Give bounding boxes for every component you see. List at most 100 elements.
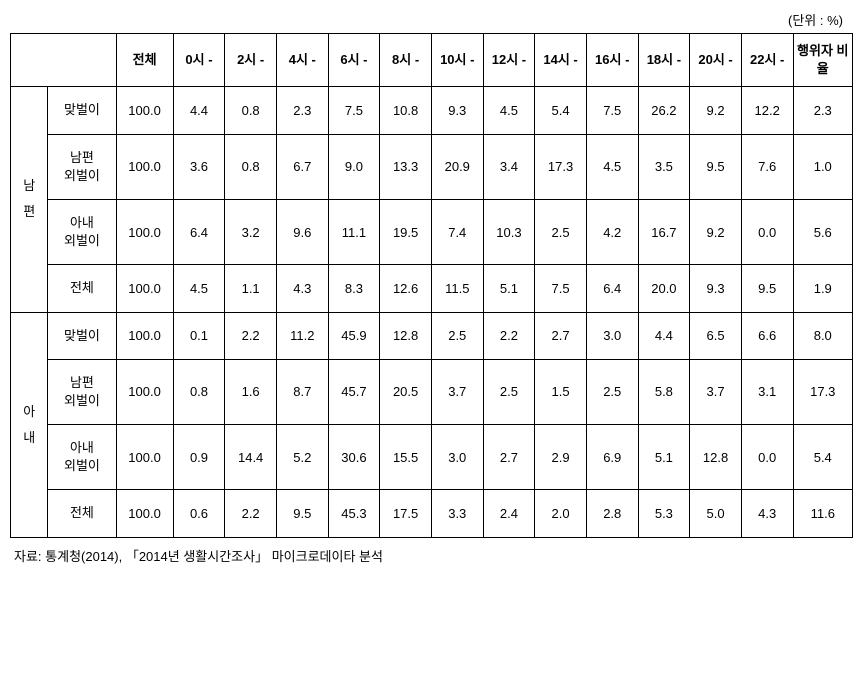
data-cell: 0.6 (173, 490, 225, 537)
data-table: 전체 0시 - 2시 - 4시 - 6시 - 8시 - 10시 - 12시 - … (10, 33, 853, 538)
data-cell: 100.0 (116, 199, 173, 264)
header-total: 전체 (116, 34, 173, 87)
data-cell: 5.1 (483, 265, 535, 312)
subcategory-label: 전체 (48, 490, 116, 537)
data-cell: 4.2 (586, 199, 638, 264)
data-cell: 7.6 (741, 134, 793, 199)
data-cell: 2.7 (535, 312, 587, 359)
data-cell: 5.3 (638, 490, 690, 537)
header-time-1: 2시 - (225, 34, 277, 87)
subcategory-label: 남편 외벌이 (48, 134, 116, 199)
data-cell: 1.1 (225, 265, 277, 312)
data-cell: 100.0 (116, 134, 173, 199)
data-cell: 1.5 (535, 359, 587, 424)
data-cell: 9.3 (690, 265, 742, 312)
table-row: 남편 외벌이100.00.81.68.745.720.53.72.51.52.5… (11, 359, 853, 424)
data-cell: 10.3 (483, 199, 535, 264)
data-cell: 0.9 (173, 425, 225, 490)
data-cell: 6.9 (586, 425, 638, 490)
data-cell: 5.1 (638, 425, 690, 490)
header-time-10: 20시 - (690, 34, 742, 87)
data-cell: 5.4 (793, 425, 852, 490)
data-cell: 11.6 (793, 490, 852, 537)
data-cell: 9.0 (328, 134, 380, 199)
header-time-5: 10시 - (431, 34, 483, 87)
data-cell: 6.7 (276, 134, 328, 199)
category-label: 남 편 (11, 87, 48, 312)
header-time-0: 0시 - (173, 34, 225, 87)
data-cell: 4.5 (483, 87, 535, 134)
data-cell: 45.7 (328, 359, 380, 424)
data-cell: 9.2 (690, 87, 742, 134)
data-cell: 100.0 (116, 312, 173, 359)
subcategory-label: 전체 (48, 265, 116, 312)
data-cell: 17.3 (793, 359, 852, 424)
subcategory-label: 맞벌이 (48, 312, 116, 359)
data-cell: 19.5 (380, 199, 432, 264)
table-row: 전체100.00.62.29.545.317.53.32.42.02.85.35… (11, 490, 853, 537)
data-cell: 4.3 (276, 265, 328, 312)
data-cell: 13.3 (380, 134, 432, 199)
data-cell: 4.5 (586, 134, 638, 199)
source-citation: 자료: 통계청(2014), 「2014년 생활시간조사」 마이크로데이타 분석 (10, 546, 853, 565)
data-cell: 4.4 (173, 87, 225, 134)
data-cell: 100.0 (116, 265, 173, 312)
header-time-2: 4시 - (276, 34, 328, 87)
data-cell: 1.9 (793, 265, 852, 312)
header-time-9: 18시 - (638, 34, 690, 87)
category-label: 아 내 (11, 312, 48, 537)
data-cell: 7.5 (328, 87, 380, 134)
data-cell: 3.0 (431, 425, 483, 490)
data-cell: 100.0 (116, 87, 173, 134)
data-cell: 6.4 (586, 265, 638, 312)
data-cell: 3.2 (225, 199, 277, 264)
data-cell: 12.6 (380, 265, 432, 312)
data-cell: 0.1 (173, 312, 225, 359)
data-cell: 1.0 (793, 134, 852, 199)
data-cell: 0.0 (741, 425, 793, 490)
data-cell: 9.5 (276, 490, 328, 537)
data-cell: 2.5 (431, 312, 483, 359)
header-time-8: 16시 - (586, 34, 638, 87)
data-cell: 100.0 (116, 359, 173, 424)
data-cell: 2.5 (483, 359, 535, 424)
data-cell: 2.4 (483, 490, 535, 537)
data-cell: 7.4 (431, 199, 483, 264)
data-cell: 5.2 (276, 425, 328, 490)
data-cell: 3.5 (638, 134, 690, 199)
data-cell: 0.8 (225, 87, 277, 134)
data-cell: 45.3 (328, 490, 380, 537)
data-cell: 9.6 (276, 199, 328, 264)
header-ratio: 행위자 비율 (793, 34, 852, 87)
data-cell: 3.6 (173, 134, 225, 199)
table-row: 남 편맞벌이100.04.40.82.37.510.89.34.55.47.52… (11, 87, 853, 134)
data-cell: 17.3 (535, 134, 587, 199)
data-cell: 0.0 (741, 199, 793, 264)
subcategory-label: 남편 외벌이 (48, 359, 116, 424)
data-cell: 20.9 (431, 134, 483, 199)
data-cell: 9.3 (431, 87, 483, 134)
data-cell: 8.7 (276, 359, 328, 424)
data-cell: 3.0 (586, 312, 638, 359)
data-cell: 9.5 (690, 134, 742, 199)
header-time-11: 22시 - (741, 34, 793, 87)
data-cell: 3.7 (431, 359, 483, 424)
data-cell: 20.5 (380, 359, 432, 424)
data-cell: 8.3 (328, 265, 380, 312)
data-cell: 11.2 (276, 312, 328, 359)
data-cell: 3.3 (431, 490, 483, 537)
data-cell: 0.8 (225, 134, 277, 199)
data-cell: 9.5 (741, 265, 793, 312)
data-cell: 15.5 (380, 425, 432, 490)
header-time-3: 6시 - (328, 34, 380, 87)
data-cell: 9.2 (690, 199, 742, 264)
data-cell: 16.7 (638, 199, 690, 264)
data-cell: 6.4 (173, 199, 225, 264)
data-cell: 4.5 (173, 265, 225, 312)
data-cell: 6.5 (690, 312, 742, 359)
data-cell: 4.3 (741, 490, 793, 537)
table-body: 남 편맞벌이100.04.40.82.37.510.89.34.55.47.52… (11, 87, 853, 537)
data-cell: 2.7 (483, 425, 535, 490)
header-blank (11, 34, 117, 87)
data-cell: 1.6 (225, 359, 277, 424)
